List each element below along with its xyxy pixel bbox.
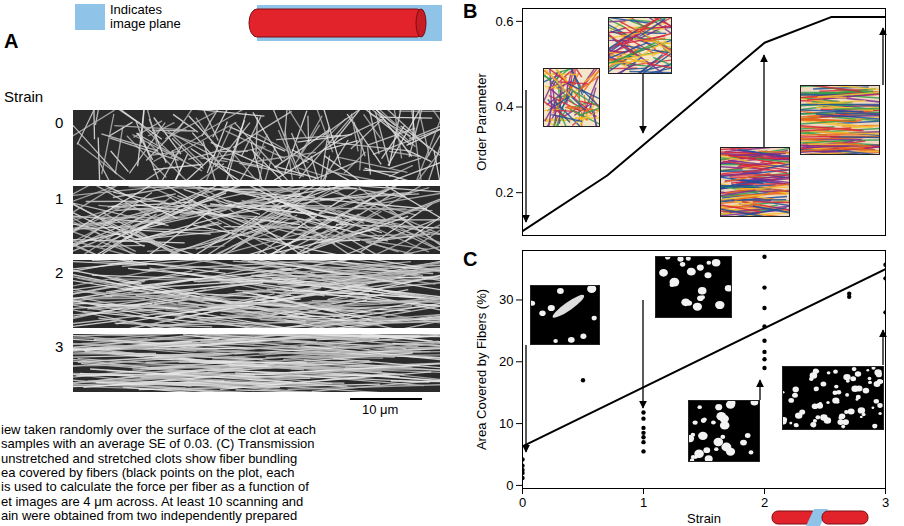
html-text:Indicates image plane: Indicates image plane bbox=[110, 2, 181, 31]
html-text:1: 1 bbox=[55, 190, 64, 207]
html-text:ea covered by fibers (black po: ea covered by fibers (black points on th… bbox=[1, 464, 295, 480]
svg-text:0: 0 bbox=[519, 495, 526, 510]
svg-text:3: 3 bbox=[882, 495, 889, 510]
html-text:10 μm: 10 μm bbox=[362, 402, 399, 417]
svg-text:Strain: Strain bbox=[687, 511, 721, 526]
svg-text:Area Covered by Fibers (%): Area Covered by Fibers (%) bbox=[474, 289, 489, 450]
html-text:iew taken randomly over the su: iew taken randomly over the surface of t… bbox=[1, 422, 317, 437]
html-text:0: 0 bbox=[55, 114, 64, 131]
html-text:samples with an average SE of: samples with an average SE of 0.03. (C) … bbox=[1, 436, 315, 452]
svg-text:0.6: 0.6 bbox=[495, 14, 513, 29]
html-text:2: 2 bbox=[55, 264, 64, 281]
svg-text:0.4: 0.4 bbox=[495, 99, 513, 114]
html-text:unstretched and stretched clot: unstretched and stretched clots show fib… bbox=[1, 450, 298, 466]
html-text:Strain: Strain bbox=[4, 88, 44, 105]
svg-text:1: 1 bbox=[640, 495, 647, 510]
svg-text:30: 30 bbox=[499, 292, 513, 307]
html-text:is used to calculate the force: is used to calculate the force per fiber… bbox=[1, 479, 309, 495]
svg-text:0.2: 0.2 bbox=[495, 185, 513, 200]
svg-text:20: 20 bbox=[499, 354, 513, 369]
html-text:A: A bbox=[4, 30, 19, 52]
html-text:3: 3 bbox=[55, 338, 64, 355]
html-text:C: C bbox=[463, 248, 478, 270]
html-text:ain were obtained from two ind: ain were obtained from two independently… bbox=[1, 507, 298, 523]
svg-text:0: 0 bbox=[506, 478, 513, 493]
svg-text:2: 2 bbox=[761, 495, 768, 510]
html-text:B: B bbox=[463, 0, 478, 22]
svg-text:Order Parameter: Order Parameter bbox=[474, 73, 489, 171]
svg-text:10: 10 bbox=[499, 416, 513, 431]
html-text:et images are 4 μm across. At: et images are 4 μm across. At least 10 s… bbox=[1, 493, 304, 509]
